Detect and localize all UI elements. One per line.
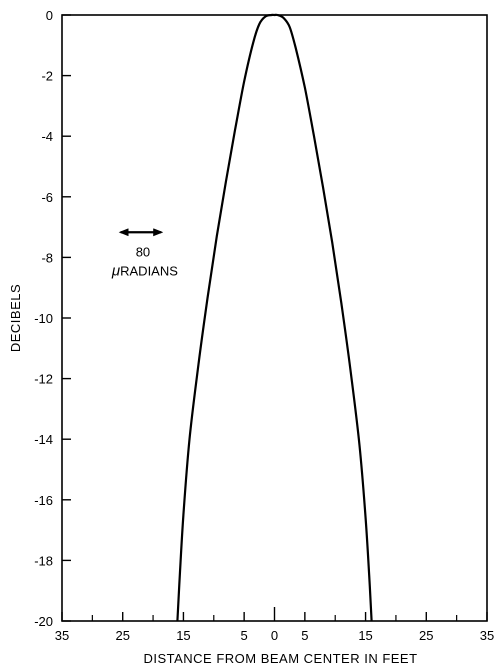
- y-tick-label: 0: [46, 8, 53, 23]
- y-tick-label: -2: [41, 69, 53, 84]
- tick-marks: [61, 14, 488, 622]
- y-tick-label: -20: [34, 614, 53, 629]
- y-tick-label: -8: [41, 250, 53, 265]
- radians-text: RADIANS: [120, 263, 178, 278]
- beamwidth-unit: μRADIANS: [111, 262, 178, 279]
- x-tick-label: 15: [358, 628, 372, 643]
- x-tick-label: 15: [176, 628, 190, 643]
- y-tick-label: -4: [41, 129, 53, 144]
- y-tick-label: -18: [34, 553, 53, 568]
- x-tick-label: 5: [301, 628, 308, 643]
- x-tick-label: 5: [241, 628, 248, 643]
- y-tick-labels: 0 -2 -4 -6 -8 -10 -12 -14 -16 -18 -20: [34, 8, 53, 629]
- y-tick-label: -16: [34, 493, 53, 508]
- x-tick-labels: 35 25 15 5 0 5 15 25 35: [55, 628, 494, 643]
- y-tick-label: -10: [34, 311, 53, 326]
- x-axis-label: DISTANCE FROM BEAM CENTER IN FEET: [143, 651, 417, 666]
- mu-symbol: μ: [111, 262, 120, 279]
- x-tick-label: 35: [55, 628, 69, 643]
- y-tick-label: -14: [34, 432, 53, 447]
- y-axis-label: DECIBELS: [8, 284, 23, 352]
- plot-frame: [61, 14, 488, 622]
- x-tick-label: 0: [271, 628, 278, 643]
- beamwidth-annotation: 80 μRADIANS: [111, 228, 178, 279]
- beam-pattern-line: [176, 13, 373, 622]
- y-tick-label: -12: [34, 372, 53, 387]
- x-tick-label: 25: [419, 628, 433, 643]
- x-tick-label: 25: [115, 628, 129, 643]
- y-tick-label: -6: [41, 190, 53, 205]
- x-tick-label: 35: [480, 628, 494, 643]
- beamwidth-value: 80: [136, 244, 150, 259]
